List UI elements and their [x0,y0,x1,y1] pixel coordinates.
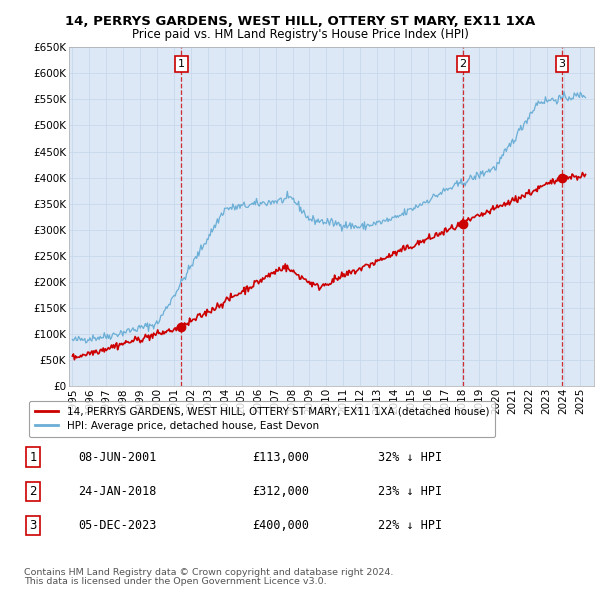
Text: 22% ↓ HPI: 22% ↓ HPI [378,519,442,532]
Text: 08-JUN-2001: 08-JUN-2001 [78,451,157,464]
Text: £400,000: £400,000 [252,519,309,532]
Text: £312,000: £312,000 [252,485,309,498]
Text: 2: 2 [29,485,37,498]
Text: £113,000: £113,000 [252,451,309,464]
Text: Price paid vs. HM Land Registry's House Price Index (HPI): Price paid vs. HM Land Registry's House … [131,28,469,41]
Legend: 14, PERRYS GARDENS, WEST HILL, OTTERY ST MARY, EX11 1XA (detached house), HPI: A: 14, PERRYS GARDENS, WEST HILL, OTTERY ST… [29,401,496,437]
Text: 3: 3 [559,59,566,69]
Text: 32% ↓ HPI: 32% ↓ HPI [378,451,442,464]
Text: 14, PERRYS GARDENS, WEST HILL, OTTERY ST MARY, EX11 1XA: 14, PERRYS GARDENS, WEST HILL, OTTERY ST… [65,15,535,28]
Text: 24-JAN-2018: 24-JAN-2018 [78,485,157,498]
Text: 1: 1 [29,451,37,464]
Text: Contains HM Land Registry data © Crown copyright and database right 2024.: Contains HM Land Registry data © Crown c… [24,568,394,577]
Text: 3: 3 [29,519,37,532]
Text: This data is licensed under the Open Government Licence v3.0.: This data is licensed under the Open Gov… [24,578,326,586]
Text: 1: 1 [178,59,185,69]
Text: 23% ↓ HPI: 23% ↓ HPI [378,485,442,498]
Text: 2: 2 [460,59,467,69]
Text: 05-DEC-2023: 05-DEC-2023 [78,519,157,532]
